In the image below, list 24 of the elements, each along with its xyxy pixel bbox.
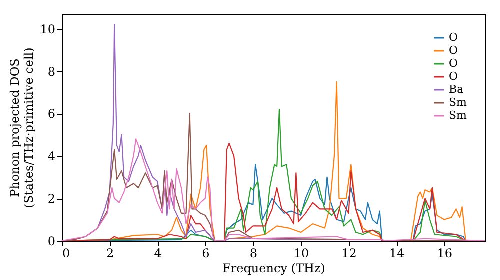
x-tick-label: 12 <box>342 246 357 260</box>
x-tick-label: 8 <box>250 246 258 260</box>
y-axis-title: Phonon projected DOS (States/THz·primitive cell) <box>8 48 36 208</box>
x-tick-label: 0 <box>62 246 70 260</box>
x-tick-label: 10 <box>294 246 310 260</box>
x-tick-label: 4 <box>154 246 162 260</box>
x-axis-title: Frequency (THz) <box>222 262 326 276</box>
y-tick-label: 0 <box>48 234 56 248</box>
y-tick-label: 6 <box>48 107 56 122</box>
y-tick-label: 10 <box>40 22 56 36</box>
legend-label: O <box>449 31 458 44</box>
x-tick-label: 6 <box>202 246 210 260</box>
y-tick-label: 2 <box>48 192 56 206</box>
legend-label: Ba <box>449 83 464 96</box>
legend-label: O <box>449 57 458 70</box>
x-tick-label: 14 <box>389 246 406 260</box>
y-tick-label: 8 <box>48 64 56 79</box>
y-tick-label: 4 <box>48 150 56 164</box>
x-tick-label: 16 <box>437 246 453 260</box>
legend-label: O <box>449 70 458 83</box>
legend-label: Sm <box>449 109 468 122</box>
legend-label: O <box>449 44 458 57</box>
legend-label: Sm <box>449 96 468 109</box>
x-tick-label: 2 <box>106 246 114 260</box>
